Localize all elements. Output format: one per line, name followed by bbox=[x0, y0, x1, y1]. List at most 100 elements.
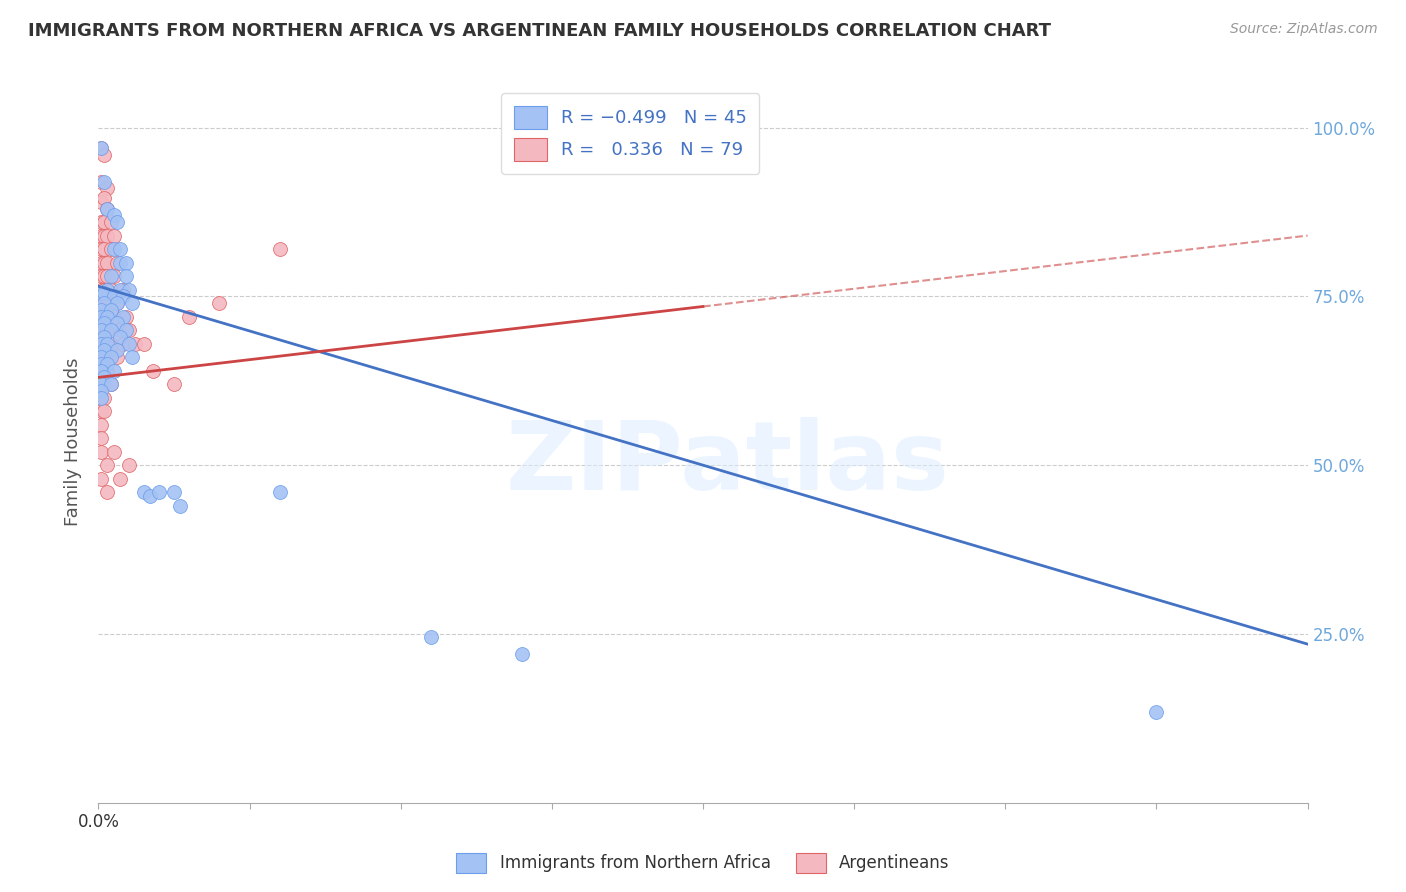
Point bbox=[111, 310, 134, 324]
Point bbox=[90, 404, 112, 418]
Point bbox=[90, 296, 112, 310]
Point bbox=[93, 296, 115, 310]
Point bbox=[100, 377, 122, 392]
Point bbox=[100, 242, 122, 256]
Point bbox=[90, 444, 112, 458]
Point bbox=[96, 228, 118, 243]
Point bbox=[93, 330, 115, 344]
Point bbox=[93, 370, 115, 384]
Point bbox=[114, 310, 136, 324]
Point bbox=[124, 336, 146, 351]
Point bbox=[103, 269, 125, 284]
Point bbox=[118, 323, 141, 337]
Point bbox=[105, 296, 128, 310]
Point bbox=[103, 242, 125, 256]
Point bbox=[96, 357, 118, 371]
Point bbox=[93, 228, 115, 243]
Point bbox=[100, 269, 122, 284]
Point bbox=[148, 485, 170, 500]
Legend: Immigrants from Northern Africa, Argentineans: Immigrants from Northern Africa, Argenti… bbox=[450, 847, 956, 880]
Point bbox=[269, 485, 291, 500]
Point bbox=[108, 255, 131, 269]
Point bbox=[100, 377, 122, 392]
Point bbox=[96, 310, 118, 324]
Point bbox=[90, 215, 112, 229]
Point bbox=[105, 215, 128, 229]
Point bbox=[179, 310, 201, 324]
Point bbox=[93, 377, 115, 392]
Point bbox=[96, 350, 118, 364]
Point bbox=[105, 255, 128, 269]
Point bbox=[121, 350, 143, 364]
Point bbox=[93, 147, 115, 161]
Point bbox=[163, 377, 186, 392]
Point bbox=[96, 364, 118, 378]
Point bbox=[93, 191, 115, 205]
Point bbox=[96, 269, 118, 284]
Point bbox=[90, 323, 112, 337]
Point bbox=[108, 242, 131, 256]
Point bbox=[90, 391, 112, 405]
Point bbox=[93, 175, 115, 189]
Point bbox=[114, 269, 136, 284]
Point bbox=[96, 336, 118, 351]
Point bbox=[93, 323, 115, 337]
Point bbox=[169, 499, 191, 513]
Point bbox=[269, 242, 291, 256]
Point bbox=[90, 350, 112, 364]
Point bbox=[93, 296, 115, 310]
Point bbox=[118, 458, 141, 472]
Legend: R = −0.499   N = 45, R =   0.336   N = 79: R = −0.499 N = 45, R = 0.336 N = 79 bbox=[502, 93, 759, 174]
Point bbox=[90, 141, 112, 155]
Point bbox=[163, 485, 186, 500]
Point bbox=[93, 283, 115, 297]
Point bbox=[93, 215, 115, 229]
Point bbox=[510, 647, 533, 661]
Point bbox=[208, 296, 231, 310]
Point bbox=[103, 228, 125, 243]
Point bbox=[96, 283, 118, 297]
Point bbox=[96, 485, 118, 500]
Point bbox=[93, 404, 115, 418]
Point bbox=[1144, 705, 1167, 719]
Point bbox=[132, 485, 155, 500]
Point bbox=[90, 350, 112, 364]
Point bbox=[100, 215, 122, 229]
Point bbox=[105, 317, 128, 331]
Point bbox=[90, 417, 112, 432]
Point bbox=[90, 255, 112, 269]
Point bbox=[100, 302, 122, 317]
Point bbox=[103, 310, 125, 324]
Point bbox=[90, 364, 112, 378]
Point bbox=[96, 255, 118, 269]
Point bbox=[100, 350, 122, 364]
Point bbox=[108, 330, 131, 344]
Point bbox=[93, 391, 115, 405]
Point bbox=[105, 296, 128, 310]
Point bbox=[90, 472, 112, 486]
Point bbox=[103, 364, 125, 378]
Point bbox=[118, 336, 141, 351]
Point bbox=[90, 391, 112, 405]
Point bbox=[90, 269, 112, 284]
Point bbox=[100, 336, 122, 351]
Point bbox=[96, 310, 118, 324]
Point bbox=[90, 323, 112, 337]
Point bbox=[93, 364, 115, 378]
Point bbox=[96, 296, 118, 310]
Point bbox=[90, 228, 112, 243]
Point bbox=[96, 458, 118, 472]
Point bbox=[111, 289, 134, 303]
Point bbox=[90, 384, 112, 398]
Point bbox=[118, 283, 141, 297]
Point bbox=[132, 336, 155, 351]
Point bbox=[93, 285, 115, 300]
Point bbox=[100, 283, 122, 297]
Point bbox=[90, 336, 112, 351]
Point bbox=[93, 269, 115, 284]
Point bbox=[90, 242, 112, 256]
Text: ZIPatlas: ZIPatlas bbox=[505, 417, 949, 509]
Point bbox=[90, 377, 112, 392]
Point bbox=[90, 364, 112, 378]
Point bbox=[96, 181, 118, 195]
